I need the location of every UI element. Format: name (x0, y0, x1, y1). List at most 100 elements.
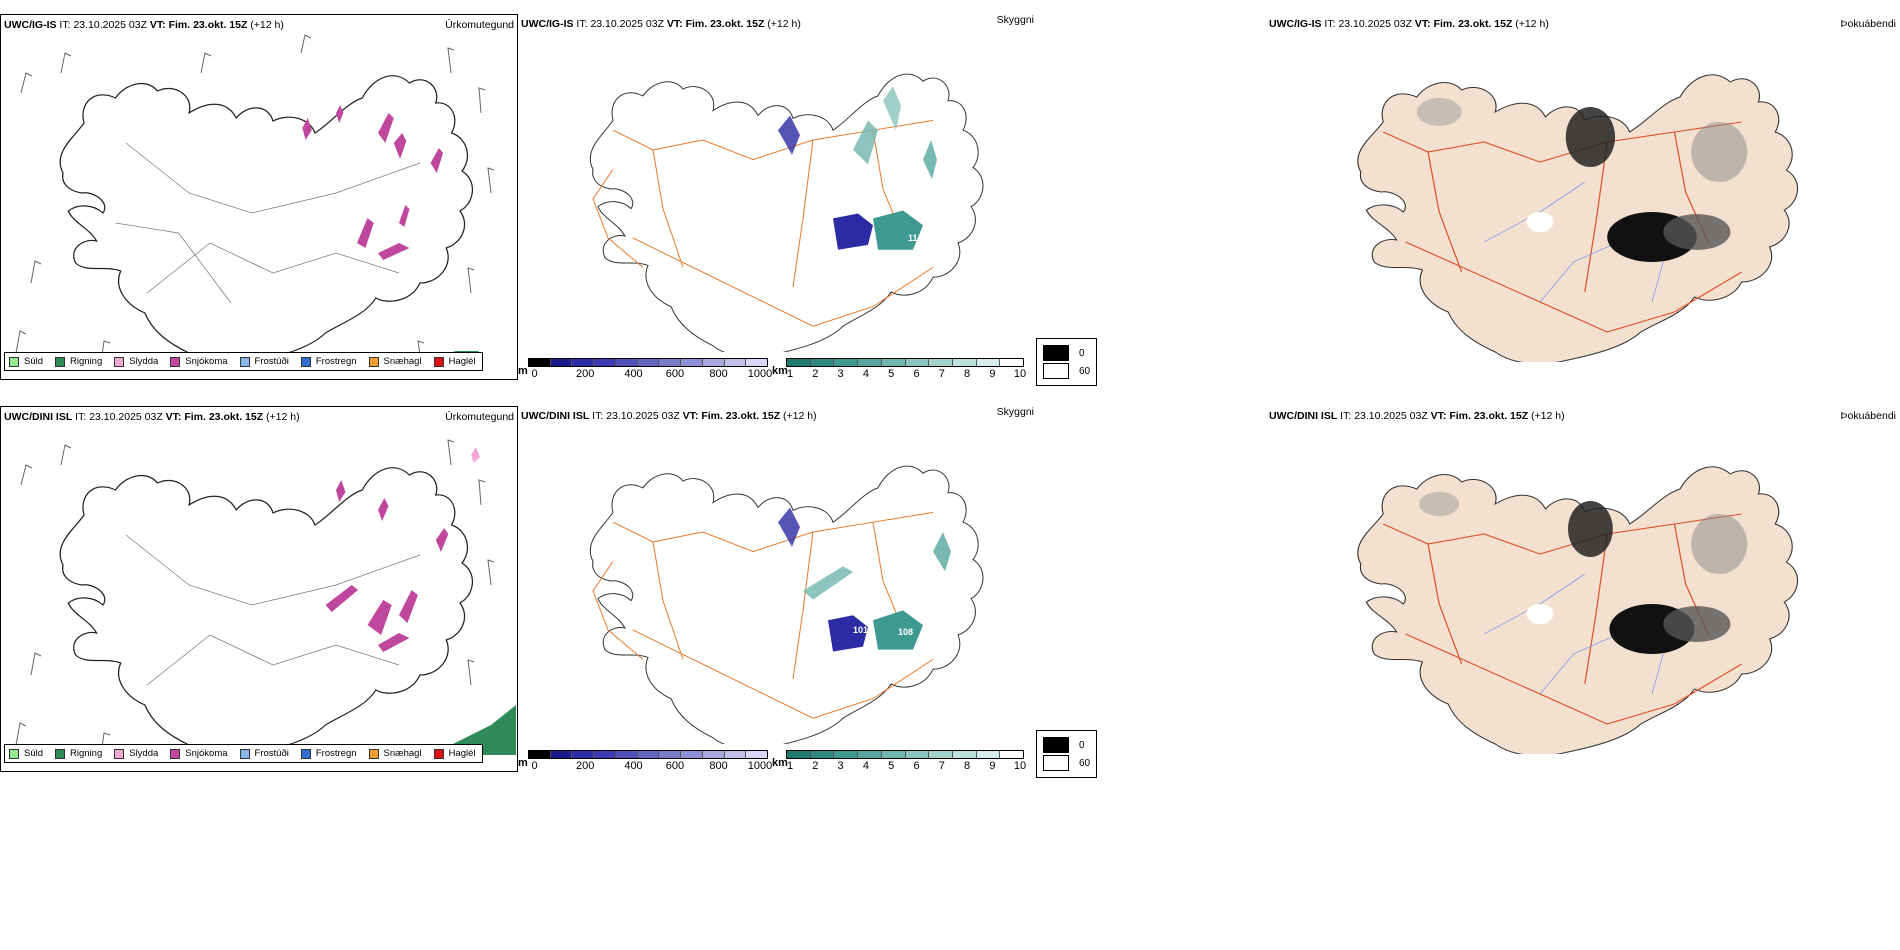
it-value: 23.10.2025 03Z (590, 18, 664, 30)
vis-scale-km: km 1 2 3 4 5 6 7 8 9 10 (772, 750, 1032, 774)
vis-scale-m-unit: m (518, 757, 528, 769)
tick-label: 5 (888, 368, 895, 380)
tick-label: 10 (1013, 760, 1027, 772)
vt-value: Fim. 23.okt. 15Z (1433, 18, 1513, 30)
legend-swatch (114, 356, 125, 367)
vis-scale-m-unit: m (518, 365, 528, 377)
lead-time: (+12 h) (783, 410, 817, 422)
it-label: IT: (59, 19, 71, 31)
panel-header: UWC/IG-IS IT: 23.10.2025 03Z VT: Fim. 23… (1269, 18, 1549, 30)
tick-label: 5 (888, 760, 895, 772)
panel-header: UWC/IG-IS IT: 23.10.2025 03Z VT: Fim. 23… (4, 19, 284, 31)
legend-swatch (170, 748, 181, 759)
vt-label: VT: (666, 18, 683, 30)
legend-item: Snæhagl (368, 356, 422, 367)
legend-item: Súld (9, 748, 43, 759)
precip-panel-row2: UWC/DINI ISL IT: 23.10.2025 03Z VT: Fim.… (0, 406, 518, 772)
it-label: IT: (1340, 410, 1352, 422)
visibility-panel-row1: UWC/IG-IS IT: 23.10.2025 03Z VT: Fim. 23… (518, 14, 1098, 386)
fog-map (1357, 74, 1799, 362)
lead-time: (+12 h) (767, 18, 801, 30)
vis-scale-km-unit: km (772, 757, 788, 769)
tick-label: 4 (862, 760, 869, 772)
map-value-label: 101 (853, 625, 868, 635)
legend-item: Frostúði (239, 356, 289, 367)
tick-label: 800 (709, 760, 728, 772)
legend-swatch (433, 748, 444, 759)
visibility-panel-row2: UWC/DINI ISL IT: 23.10.2025 03Z VT: Fim.… (518, 406, 1098, 778)
legend-item: Súld (9, 356, 43, 367)
tick-label: 3 (837, 368, 844, 380)
vis-scale-km-bar (786, 358, 1024, 367)
it-value: 23.10.2025 03Z (606, 410, 680, 422)
tick-label: 200 (576, 368, 595, 380)
vt-label: VT: (1414, 18, 1431, 30)
it-value: 23.10.2025 03Z (1338, 18, 1412, 30)
legend-swatch (114, 748, 125, 759)
map-value-label: 108 (898, 627, 913, 637)
panel-header: UWC/DINI ISL IT: 23.10.2025 03Z VT: Fim.… (4, 411, 300, 423)
fog-panel-row2: UWC/DINI ISL IT: 23.10.2025 03Z VT: Fim.… (1266, 406, 1900, 772)
legend-swatch (55, 748, 66, 759)
lead-time: (+12 h) (250, 19, 284, 31)
model-name: UWC/DINI ISL (1269, 410, 1338, 422)
tick-label: 7 (938, 368, 945, 380)
vis-scale-m-bar (528, 358, 768, 367)
it-label: IT: (576, 18, 588, 30)
lead-time: (+12 h) (1531, 410, 1565, 422)
visibility-areas (778, 507, 951, 652)
snow-areas (325, 480, 449, 652)
vt-label: VT: (1430, 410, 1447, 422)
visibility-map: 11 (589, 73, 984, 352)
tick-label: 10 (1013, 368, 1027, 380)
tick-label: 4 (862, 368, 869, 380)
tick-label: 6 (913, 368, 920, 380)
tick-label: 600 (665, 760, 685, 772)
vt-label: VT: (682, 410, 699, 422)
legend-swatch (300, 356, 311, 367)
vt-value: Fim. 23.okt. 15Z (184, 411, 264, 423)
tick-label: 0 (531, 760, 538, 772)
fog-areas (1416, 98, 1748, 262)
model-name: UWC/DINI ISL (4, 411, 73, 423)
panel-header: UWC/IG-IS IT: 23.10.2025 03Z VT: Fim. 23… (521, 18, 801, 30)
legend-item: Rigning (55, 356, 102, 367)
vt-label: VT: (149, 19, 166, 31)
fog-areas (1419, 492, 1748, 654)
tick-label: 1000 (747, 368, 773, 380)
model-name: UWC/IG-IS (1269, 18, 1322, 30)
tick-label: 1000 (747, 760, 773, 772)
tick-label: 200 (576, 760, 595, 772)
it-label: IT: (592, 410, 604, 422)
road-network (592, 511, 934, 719)
tick-label: 8 (964, 368, 971, 380)
it-value: 23.10.2025 03Z (73, 19, 147, 31)
legend-item: Rigning (55, 748, 102, 759)
vis-scale-m: m 0 200 400 600 800 1000 (518, 358, 772, 382)
legend-item: Haglél (433, 356, 476, 367)
tick-label: 600 (665, 368, 685, 380)
vis-scale-km: km 1 2 3 4 5 6 7 8 9 10 (772, 358, 1032, 382)
legend-swatch (9, 748, 19, 759)
vt-label: VT: (165, 411, 182, 423)
it-label: IT: (1324, 18, 1336, 30)
sleet-area (471, 447, 480, 463)
fog-map (1357, 466, 1799, 754)
tick-label: 0 (531, 368, 538, 380)
vt-value: Fim. 23.okt. 15Z (701, 410, 781, 422)
vis-scale-km-bar (786, 750, 1024, 759)
legend-item: Frostregn (300, 748, 357, 759)
visibility-title: Skyggni (996, 406, 1034, 418)
tick-label: 1 (786, 368, 794, 380)
it-value: 23.10.2025 03Z (1354, 410, 1428, 422)
fog-title: Þokuábendi (1840, 18, 1896, 30)
vt-value: Fim. 23.okt. 15Z (168, 19, 248, 31)
legend-swatch (300, 748, 311, 759)
precip-map (15, 439, 516, 755)
legend-item: Slydda (114, 748, 158, 759)
vis-scale-m: m 0 200 400 600 800 1000 (518, 750, 772, 774)
tick-label: 7 (938, 760, 945, 772)
legend-swatch (368, 748, 379, 759)
precip-map (15, 34, 495, 363)
precip-title: Úrkomutegund (445, 19, 514, 31)
